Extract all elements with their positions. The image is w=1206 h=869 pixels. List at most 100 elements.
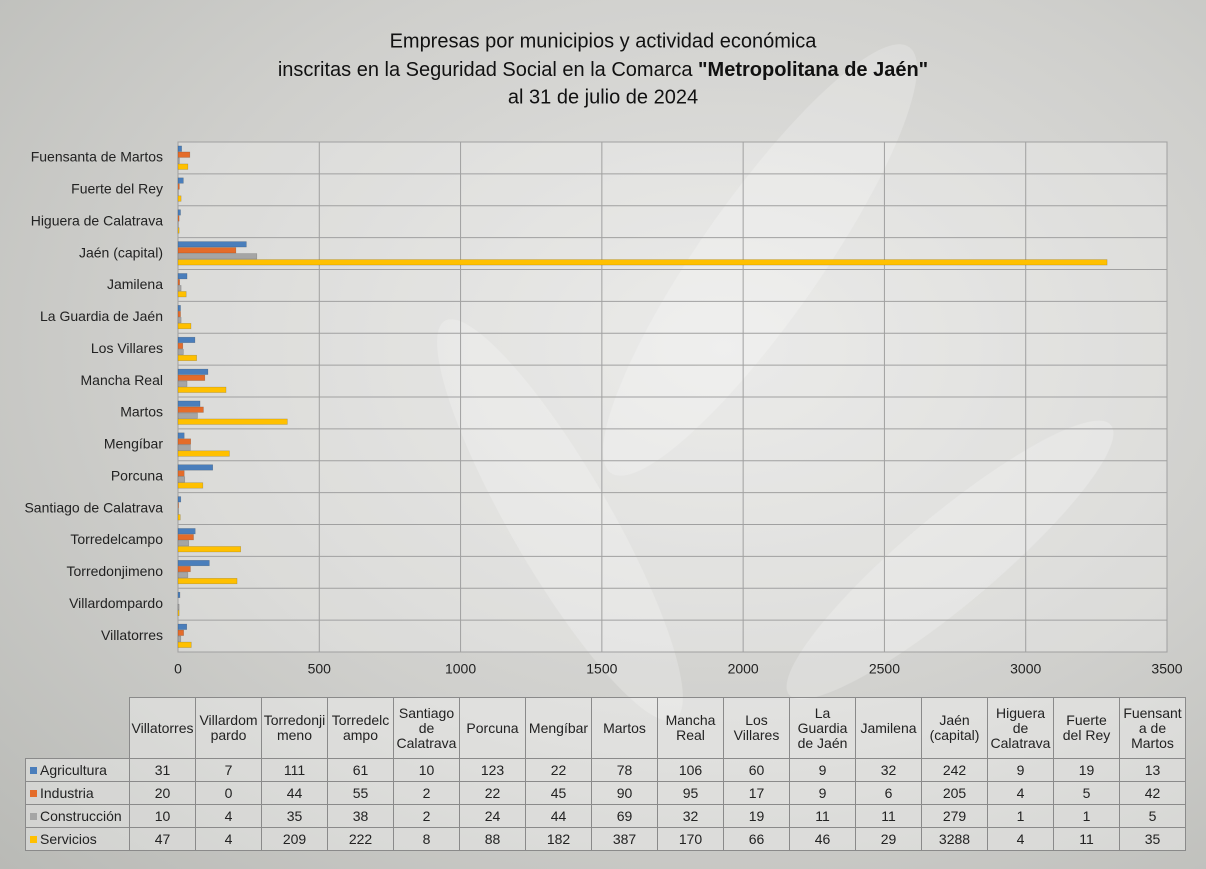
legend-label: Servicios [40,830,97,847]
table-value: 7 [195,758,262,782]
title-text: inscritas en la Seguridad Social en la C… [278,59,698,81]
bar [177,470,185,477]
bar [177,412,198,419]
bar [177,406,204,413]
table-value: 106 [657,758,724,782]
table-value: 9 [789,781,856,805]
bar [177,450,230,457]
x-tick-label: 2500 [869,661,900,677]
table-value: 0 [195,781,262,805]
title-line: al 31 de julio de 2024 [508,86,698,108]
table-value: 55 [327,781,394,805]
bar [177,572,189,579]
legend-cell: Construcción [25,804,130,828]
table-value: 2 [393,781,460,805]
bar [177,432,185,439]
bar [177,514,181,521]
table-value: 4 [987,827,1054,851]
table-value: 32 [657,804,724,828]
x-tick-label: 1500 [586,661,617,677]
table-value: 66 [723,827,790,851]
table-header: Santiago de Calatrava [393,697,460,759]
bar [177,482,204,489]
table-value: 10 [393,758,460,782]
y-tick-label: Mancha Real [81,372,164,388]
data-table: Villatorres Villardompardo Torredonjimeno T… [25,697,1186,851]
table-value: 242 [921,758,988,782]
bar [177,623,188,630]
table-header: Mancha Real [657,697,724,759]
table-value: 22 [525,758,592,782]
bar [177,578,238,585]
legend-label: Agricultura [40,761,107,778]
table-value: 45 [525,781,592,805]
bar [177,566,191,573]
bar [177,476,186,483]
bar [177,635,182,642]
bar [177,502,179,509]
table-corner [26,698,130,759]
table-row: Agricultura 31 7 111 61 10 123 22 78 106 60 9 32 242 9… [25,758,1186,782]
bar [177,348,184,355]
bar [177,285,182,292]
table-value: 60 [723,758,790,782]
y-tick-label: La Guardia de Jaén [40,308,163,324]
bar [177,151,191,158]
table-value: 170 [657,827,724,851]
table-value: 17 [723,781,790,805]
table-header: Torredonjimeno [261,697,328,759]
bar [177,209,181,216]
bar [177,400,201,407]
bar [177,629,184,636]
table-header: Porcuna [459,697,526,759]
table-value: 88 [459,827,526,851]
table-value: 29 [855,827,922,851]
table-value: 19 [1053,758,1120,782]
bar [177,591,181,598]
table-header: Villardompardo [195,697,262,759]
bar [177,444,191,451]
bar [177,195,182,202]
bar [177,145,182,152]
y-tick-label: Los Villares [91,340,163,356]
y-tick-label: Fuensanta de Martos [31,149,163,165]
y-tick-label: Jamilena [107,276,163,292]
bar [177,418,288,425]
table-value: 182 [525,827,592,851]
legend-cell: Industria [25,781,130,805]
y-tick-label: Villatorres [101,627,163,643]
bar [177,354,197,361]
y-tick-label: Santiago de Calatrava [24,499,163,515]
y-tick-label: Torredelcampo [70,531,163,547]
table-value: 31 [129,758,196,782]
y-tick-label: Mengíbar [104,436,163,452]
table-value: 19 [723,804,790,828]
table-value: 1 [987,804,1054,828]
table-value: 47 [129,827,196,851]
bar [177,603,180,610]
table-value: 209 [261,827,328,851]
y-tick-label: Jaén (capital) [79,244,163,260]
table-value: 44 [525,804,592,828]
bar [177,305,181,312]
x-tick-label: 500 [308,661,332,677]
bar [177,323,192,330]
table-value: 11 [855,804,922,828]
bar [177,560,210,567]
bar [177,380,188,387]
table-value: 22 [459,781,526,805]
table-value: 9 [987,758,1054,782]
table-value: 1 [1053,804,1120,828]
bar [177,163,189,170]
table-header: Los Villares [723,697,790,759]
bar [177,464,214,471]
table-value: 6 [855,781,922,805]
x-tick-label: 2000 [728,661,759,677]
bar [177,177,184,184]
table-value: 11 [789,804,856,828]
y-tick-label: Porcuna [111,467,163,483]
table-row: Industria 20 0 44 55 2 22 45 90 95 17 9 6 205 4 5 42 [25,781,1186,805]
table-value: 38 [327,804,394,828]
bar [177,336,196,343]
